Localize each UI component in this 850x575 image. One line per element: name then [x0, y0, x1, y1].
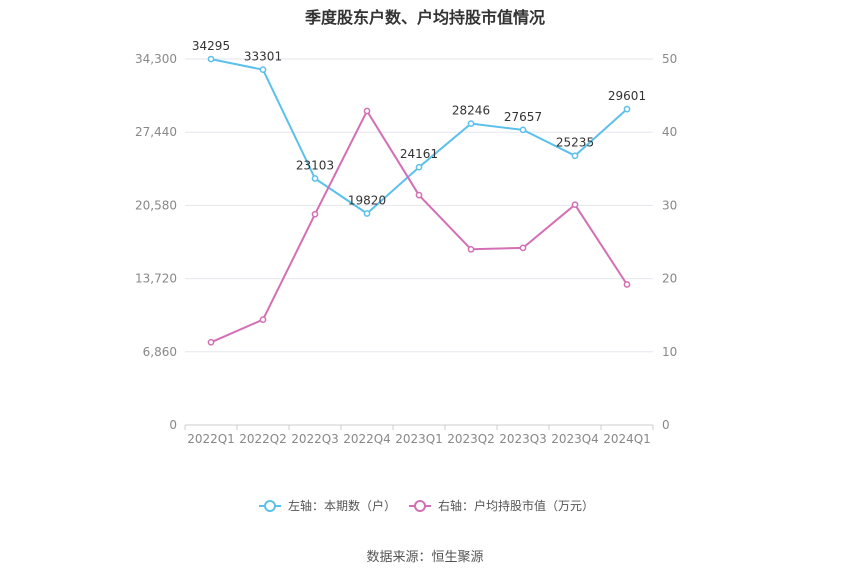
y-right-tick-label: 20 [662, 272, 677, 286]
data-label: 25235 [556, 136, 594, 150]
series-right-point [207, 338, 215, 346]
y-left-tick-label: 20,580 [135, 198, 177, 212]
series-right-point [415, 191, 423, 199]
data-label: 24161 [400, 147, 438, 161]
data-label: 28246 [452, 104, 490, 118]
x-tick-label: 2023Q1 [395, 432, 443, 446]
series-left-point [623, 105, 631, 113]
y-right-tick-label: 0 [662, 418, 670, 432]
data-label: 19820 [348, 194, 386, 208]
data-label: 27657 [504, 110, 542, 124]
y-left-tick-label: 0 [169, 418, 177, 432]
x-tick-label: 2022Q4 [343, 432, 391, 446]
series-left-point [519, 126, 527, 134]
data-source: 数据来源：恒生聚源 [366, 550, 484, 565]
legend-swatch-marker [264, 500, 276, 512]
legend-label: 左轴：本期数（户） [288, 498, 396, 513]
x-tick-label: 2023Q2 [447, 432, 495, 446]
series-right-point [519, 244, 527, 252]
series-left-point [311, 175, 319, 182]
data-label: 33301 [244, 50, 282, 64]
y-left-tick-label: 34,300 [135, 52, 177, 66]
x-tick-label: 2022Q3 [291, 432, 339, 446]
series-left-point [415, 163, 423, 171]
x-tick-label: 2023Q4 [551, 432, 599, 446]
series-right-point [259, 316, 267, 323]
series-right-point [571, 201, 579, 209]
y-right-tick-label: 40 [662, 125, 677, 139]
y-right-tick-label: 50 [662, 52, 677, 66]
y-left-tick-label: 13,720 [135, 272, 177, 286]
data-label: 34295 [192, 39, 230, 53]
x-tick-label: 2022Q2 [239, 432, 287, 446]
data-label: 29601 [608, 89, 646, 103]
x-tick-label: 2024Q1 [603, 432, 651, 446]
y-left-tick-label: 27,440 [135, 125, 177, 139]
y-right-tick-label: 30 [662, 198, 677, 212]
series-right-point [467, 245, 475, 253]
x-tick-label: 2023Q3 [499, 432, 547, 446]
x-tick-label: 2022Q1 [187, 432, 235, 446]
legend-label: 右轴：户均持股市值（万元） [438, 498, 594, 513]
data-label: 23103 [296, 158, 334, 172]
series-right-point [623, 281, 631, 288]
series-left-point [363, 210, 371, 217]
chart-title: 季度股东户数、户均持股市值情况 [304, 8, 545, 27]
series-left-point [467, 120, 475, 127]
y-left-tick-label: 6,860 [143, 345, 177, 359]
series-left-point [259, 66, 267, 74]
legend-swatch-marker [414, 500, 426, 512]
series-left-point [207, 55, 215, 63]
series-right-point [363, 107, 371, 115]
series-right-point [311, 210, 319, 218]
y-right-tick-label: 10 [662, 345, 677, 359]
series-left-point [571, 152, 579, 160]
